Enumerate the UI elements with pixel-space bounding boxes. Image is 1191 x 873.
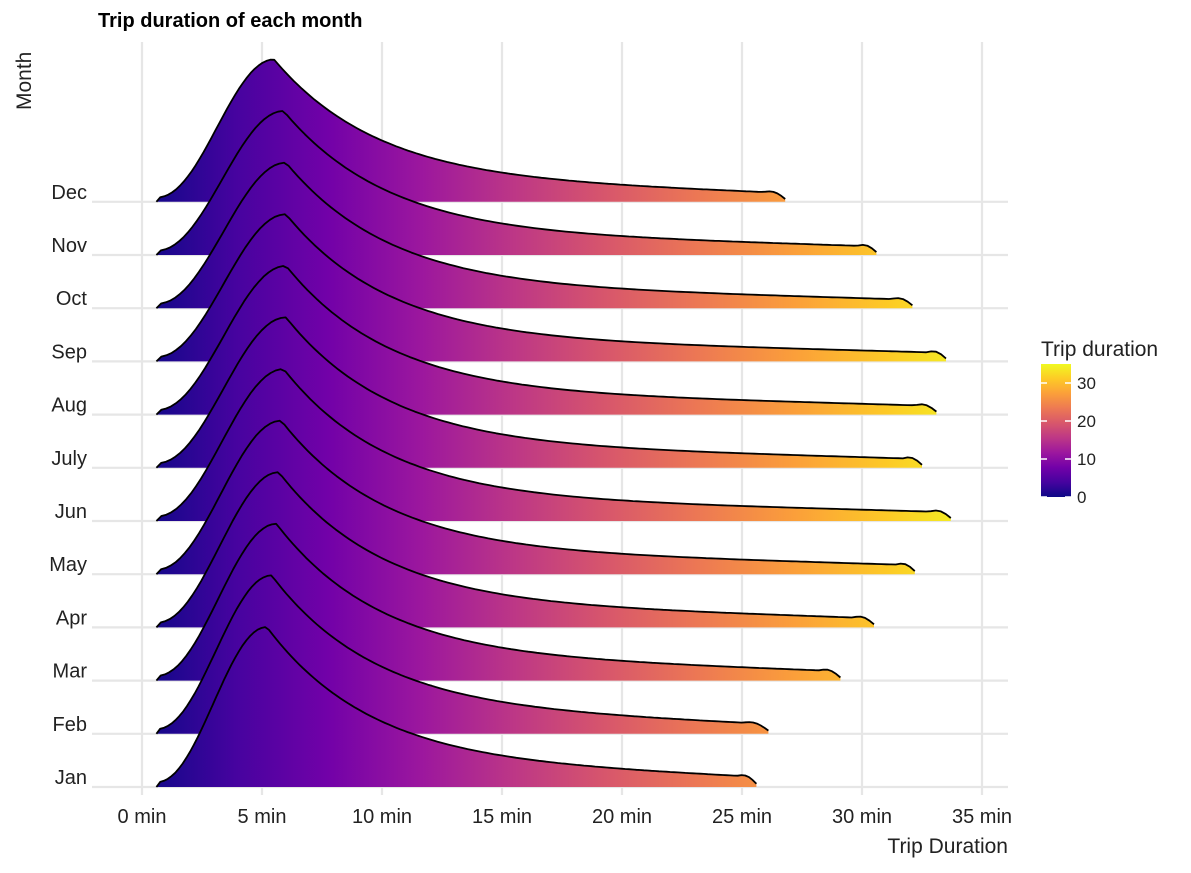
y-tick-label: Oct xyxy=(56,288,88,310)
y-tick-label: Jun xyxy=(55,501,87,523)
y-tick-labels: Jan Feb Mar Apr May Jun July Aug Sep Oct Nov Dec xyxy=(49,182,87,789)
ridge-jan xyxy=(155,626,758,788)
y-tick-label: Nov xyxy=(51,235,87,257)
x-axis-title: Trip Duration xyxy=(887,835,1008,858)
ridge-outline xyxy=(155,471,875,629)
x-tick-label: 15 min xyxy=(472,806,532,828)
x-tick-label: 0 min xyxy=(118,806,167,828)
ridge-aug xyxy=(155,265,937,416)
x-tick-label: 25 min xyxy=(712,806,772,828)
y-tick-label: Jan xyxy=(55,767,87,789)
ridge-sep xyxy=(155,213,947,363)
ridge-outline xyxy=(155,110,877,256)
ridge-fill xyxy=(156,214,946,362)
ridge-fill xyxy=(156,627,757,787)
legend-title: Trip duration xyxy=(1041,338,1158,361)
x-tick-labels: 0 min 5 min 10 min 15 min 20 min 25 min 30 min… xyxy=(118,806,1012,828)
y-tick-label: Mar xyxy=(53,661,88,683)
x-tick-label: 30 min xyxy=(832,806,892,828)
ridge-outline xyxy=(155,522,841,682)
chart-title: Trip duration of each month xyxy=(98,10,362,32)
ridge-outline xyxy=(155,574,769,735)
ridge-fill xyxy=(156,369,951,521)
legend-ticks: 0 10 20 30 xyxy=(1041,374,1096,507)
y-tick-label: July xyxy=(51,448,87,470)
ridge-outline xyxy=(155,213,947,363)
x-tick-label: 5 min xyxy=(238,806,287,828)
y-tick-label: May xyxy=(49,554,87,576)
y-tick-label: Apr xyxy=(56,607,87,629)
y-tick-label: Dec xyxy=(51,182,87,204)
legend-tick-label: 0 xyxy=(1077,488,1086,507)
ridge-outline xyxy=(155,419,916,575)
ridge-may xyxy=(155,419,916,575)
y-axis-title: Month xyxy=(13,52,36,110)
ridge-fill xyxy=(156,266,937,415)
ridge-outline xyxy=(155,265,937,416)
color-legend: Trip duration 0 10 20 30 xyxy=(1041,338,1158,507)
legend-tick-label: 10 xyxy=(1077,450,1096,469)
y-tick-label: Aug xyxy=(51,395,87,417)
legend-colorbar xyxy=(1041,364,1071,497)
ridge-series xyxy=(155,58,952,788)
ridge-outline xyxy=(155,368,952,522)
ridge-outline xyxy=(155,316,923,469)
ridge-outline xyxy=(155,58,786,203)
ridge-outline xyxy=(155,161,913,309)
y-tick-label: Feb xyxy=(53,714,87,736)
ridge-fill xyxy=(156,420,915,575)
ridge-jun xyxy=(155,368,952,522)
legend-tick-label: 20 xyxy=(1077,412,1096,431)
x-tick-label: 10 min xyxy=(352,806,412,828)
ridge-outline xyxy=(155,626,758,788)
x-tick-label: 20 min xyxy=(592,806,652,828)
x-tick-label: 35 min xyxy=(952,806,1012,828)
legend-tick-label: 30 xyxy=(1077,374,1096,393)
y-tick-label: Sep xyxy=(51,341,87,363)
